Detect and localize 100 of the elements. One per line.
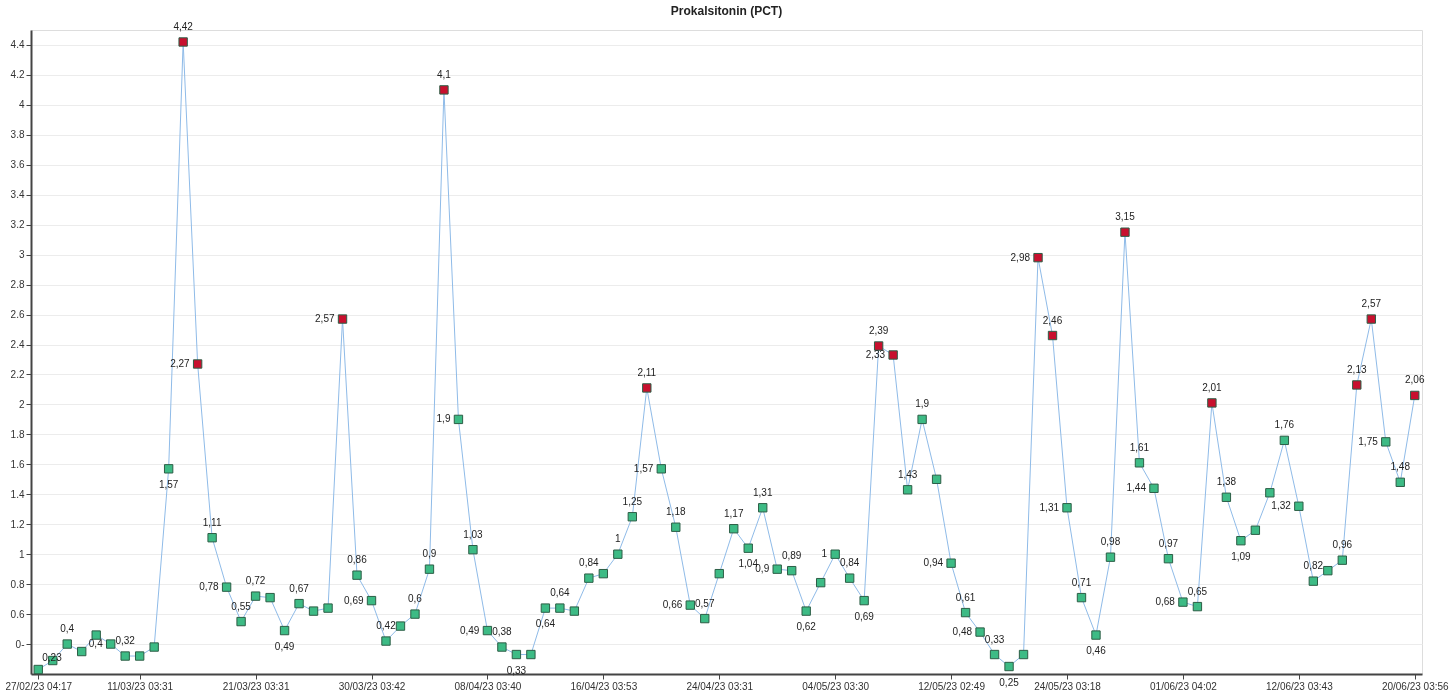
y-tick-label: 4: [18, 99, 25, 111]
y-tick-label: 1.8: [10, 428, 25, 440]
y-tick-label: 2.6: [10, 309, 25, 321]
data-label: 2,46: [1042, 314, 1063, 326]
data-label: 1,75: [1358, 435, 1379, 447]
data-label: 0,42: [376, 620, 397, 632]
data-label: 1,57: [633, 462, 654, 474]
data-label: 1,43: [897, 468, 918, 480]
data-label: 0,84: [839, 557, 860, 569]
data-label: 1,09: [1231, 550, 1252, 562]
data-label: 0,33: [984, 633, 1005, 645]
data-label: 0,48: [952, 626, 973, 638]
data-label: 0,67: [289, 582, 310, 594]
y-tick-label: 1.6: [10, 458, 25, 470]
x-tick-label: 04/05/23 03:30: [802, 680, 870, 692]
data-label: 0,9: [422, 548, 437, 560]
y-tick-label: 3.2: [10, 219, 25, 231]
data-label: 0,89: [781, 549, 802, 561]
data-label: 2,27: [170, 357, 191, 369]
data-label: 0,78: [199, 581, 220, 593]
chart-title: Prokalsitonin (PCT): [670, 3, 783, 18]
data-label: 1,76: [1274, 419, 1295, 431]
data-label: 1,32: [1271, 500, 1292, 512]
y-tick-label: 4.2: [10, 69, 25, 81]
data-label: 0,46: [1086, 645, 1107, 657]
data-label: 0,69: [344, 594, 364, 606]
y-tick-label: 1.4: [10, 488, 25, 500]
data-label: 0,84: [579, 557, 600, 569]
x-tick-label: 11/03/23 03:31: [107, 680, 174, 692]
data-label: 0,49: [459, 624, 480, 636]
data-label: 0,57: [695, 597, 715, 609]
data-label: 2,06: [1405, 374, 1425, 386]
data-label: 2,39: [868, 325, 889, 337]
data-label: 1,57: [158, 478, 179, 490]
y-tick-label: 2.2: [10, 368, 25, 380]
y-tick-label: 2.4: [10, 339, 25, 351]
data-label: 0,49: [274, 640, 295, 652]
data-label: 0,94: [923, 557, 944, 569]
x-tick-label: 27/02/23 04:17: [5, 680, 73, 692]
data-label: 1,25: [622, 495, 643, 507]
data-label: 2,57: [315, 313, 335, 325]
data-label: 1,38: [1216, 476, 1237, 488]
x-tick-label: 12/06/23 03:43: [1265, 680, 1334, 692]
data-label: 0,23: [42, 651, 63, 663]
data-label: 0,6: [408, 593, 423, 605]
data-label: 2,57: [1361, 298, 1382, 310]
data-label: 2,33: [865, 349, 886, 360]
y-tick-label: 4.4: [10, 39, 25, 51]
data-label: 0,97: [1158, 537, 1179, 549]
y-tick-label: 1: [18, 548, 25, 560]
x-tick-label: 20/06/23 03:56: [1381, 680, 1450, 692]
data-label: 0,33: [506, 664, 527, 676]
data-label: 4,42: [173, 20, 194, 32]
data-label: 4,1: [437, 68, 452, 80]
data-label: 2,11: [637, 366, 657, 378]
y-tick-label: 1.2: [10, 518, 25, 530]
data-label: 1,31: [1039, 501, 1060, 513]
x-tick-label: 21/03/23 03:31: [222, 680, 290, 692]
data-label: 2,01: [1202, 381, 1223, 393]
data-label: 0,38: [492, 626, 513, 638]
y-tick-label: 3.4: [10, 189, 25, 201]
y-tick-label: 3: [18, 249, 25, 261]
y-tick-label: 0.8: [10, 578, 25, 590]
y-tick-label: 0-: [15, 638, 25, 650]
data-label: 2,98: [1010, 251, 1031, 263]
data-label: 0,71: [1071, 576, 1092, 588]
y-tick-label: 3.6: [10, 159, 25, 171]
x-tick-label: 16/04/23 03:53: [570, 680, 638, 692]
x-tick-label: 12/05/23 02:49: [918, 680, 986, 692]
data-label: 0,55: [231, 600, 252, 612]
data-label: 0,65: [1187, 585, 1208, 597]
data-label: 1,03: [463, 528, 484, 540]
data-label: 1,9: [436, 413, 451, 425]
data-label: 1,31: [752, 486, 773, 498]
y-tick-label: 3.8: [10, 129, 25, 141]
data-label: 0,82: [1303, 560, 1324, 572]
data-label: 2,13: [1347, 363, 1367, 375]
data-label: 0,64: [550, 587, 571, 599]
data-label: 0,32: [115, 635, 136, 647]
data-label: 1,18: [666, 506, 686, 518]
x-tick-label: 01/06/23 04:02: [1150, 680, 1218, 692]
data-label: 1,9: [915, 398, 930, 410]
data-label: 0,61: [955, 591, 976, 603]
data-label: 0,86: [347, 554, 368, 566]
data-label: 0,4: [60, 623, 75, 635]
data-label: 1,48: [1390, 461, 1411, 473]
y-tick-label: 2: [18, 398, 25, 410]
data-label: 0,98: [1100, 536, 1121, 548]
data-label: 1: [615, 533, 622, 545]
data-label: 0,69: [854, 610, 875, 622]
data-label: 0,72: [245, 575, 266, 587]
data-label: 1: [821, 548, 828, 560]
data-label: 0,68: [1155, 596, 1176, 608]
x-tick-label: 08/04/23 03:40: [454, 680, 522, 692]
data-label: 0,64: [535, 618, 556, 630]
x-tick-label: 24/05/23 03:18: [1034, 680, 1102, 692]
data-label: 1,44: [1126, 482, 1147, 494]
data-label: 1,17: [724, 507, 744, 519]
data-label: 3,15: [1115, 211, 1136, 223]
x-tick-label: 30/03/23 03:42: [338, 680, 406, 692]
